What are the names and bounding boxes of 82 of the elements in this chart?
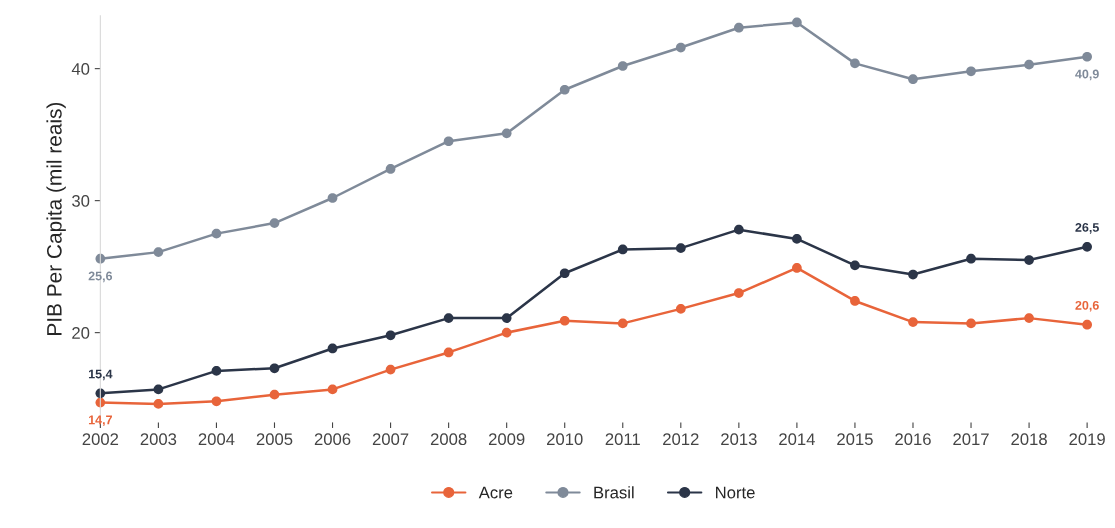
- point: [559, 315, 570, 326]
- data-label: 14,7: [88, 415, 112, 427]
- point: [1024, 313, 1034, 323]
- x-tick-label: 2004: [198, 433, 235, 446]
- point: [1024, 59, 1034, 70]
- point: [733, 22, 744, 33]
- point: [675, 243, 686, 254]
- y-tick-label: 40: [71, 63, 90, 75]
- point: [559, 268, 570, 279]
- legend-label: Brasil: [594, 486, 634, 499]
- point: [501, 313, 512, 323]
- point: [327, 343, 338, 354]
- point: [966, 253, 976, 264]
- point: [211, 366, 222, 376]
- data-label: 15,4: [88, 369, 113, 381]
- x-tick-label: 2003: [140, 433, 177, 446]
- point: [211, 228, 222, 239]
- x-tick-label: 2015: [837, 433, 873, 446]
- point: [385, 164, 396, 174]
- x-tick-label: 2002: [82, 433, 119, 446]
- point: [617, 244, 628, 255]
- point: [443, 136, 454, 147]
- point: [850, 260, 860, 271]
- x-tick-label: 2008: [430, 433, 467, 446]
- point: [501, 128, 512, 139]
- x-tick-label: 2016: [895, 433, 931, 446]
- point: [675, 42, 686, 53]
- point: [501, 327, 512, 338]
- x-tick-label: 2014: [779, 433, 815, 446]
- data-label: 26,5: [1075, 223, 1099, 234]
- point: [269, 363, 280, 374]
- point: [966, 318, 976, 329]
- point: [908, 317, 918, 327]
- point: [269, 389, 280, 400]
- data-label: 20,6: [1075, 300, 1099, 312]
- point: [908, 269, 918, 280]
- point: [617, 318, 628, 329]
- point: [733, 288, 744, 298]
- x-tick-label: 2012: [663, 433, 699, 446]
- point: [443, 347, 454, 358]
- x-tick-label: 2019: [1069, 433, 1105, 446]
- x-tick-label: 2013: [721, 433, 757, 446]
- y-tick-label: 30: [72, 195, 90, 207]
- point: [269, 218, 280, 228]
- point: [1082, 51, 1092, 62]
- legend-label: Norte: [716, 486, 755, 499]
- point: [153, 384, 164, 395]
- data-label: 25,6: [88, 271, 113, 283]
- point: [1024, 255, 1034, 265]
- point: [675, 304, 686, 314]
- x-tick-label: 2006: [314, 433, 351, 446]
- point: [850, 58, 860, 69]
- point: [385, 364, 396, 375]
- point: [966, 66, 976, 77]
- point: [385, 330, 396, 341]
- legend-label: Acre: [478, 486, 513, 499]
- point: [908, 74, 918, 85]
- x-tick-label: 2017: [953, 433, 989, 446]
- point: [792, 263, 802, 273]
- point: [559, 84, 570, 95]
- x-tick-label: 2011: [605, 433, 640, 446]
- point: [792, 17, 802, 28]
- point: [1082, 319, 1092, 330]
- x-tick-label: 2018: [1011, 433, 1047, 446]
- x-tick-label: 2010: [547, 433, 583, 446]
- y-axis-title: PIB Per Capita (mil reais): [46, 102, 66, 335]
- point: [327, 193, 338, 203]
- point: [153, 247, 164, 257]
- data-label: 40,9: [1075, 69, 1099, 81]
- point: [733, 224, 744, 235]
- point: [1082, 241, 1092, 252]
- point: [153, 399, 164, 409]
- y-tick-label: 20: [72, 327, 90, 339]
- point: [850, 296, 860, 306]
- point: [211, 396, 222, 407]
- x-tick-label: 2009: [488, 433, 525, 446]
- point: [617, 61, 628, 71]
- point: [792, 234, 802, 244]
- x-tick-label: 2007: [372, 433, 409, 446]
- point: [327, 384, 338, 395]
- point: [443, 313, 454, 323]
- x-tick-label: 2005: [256, 433, 293, 446]
